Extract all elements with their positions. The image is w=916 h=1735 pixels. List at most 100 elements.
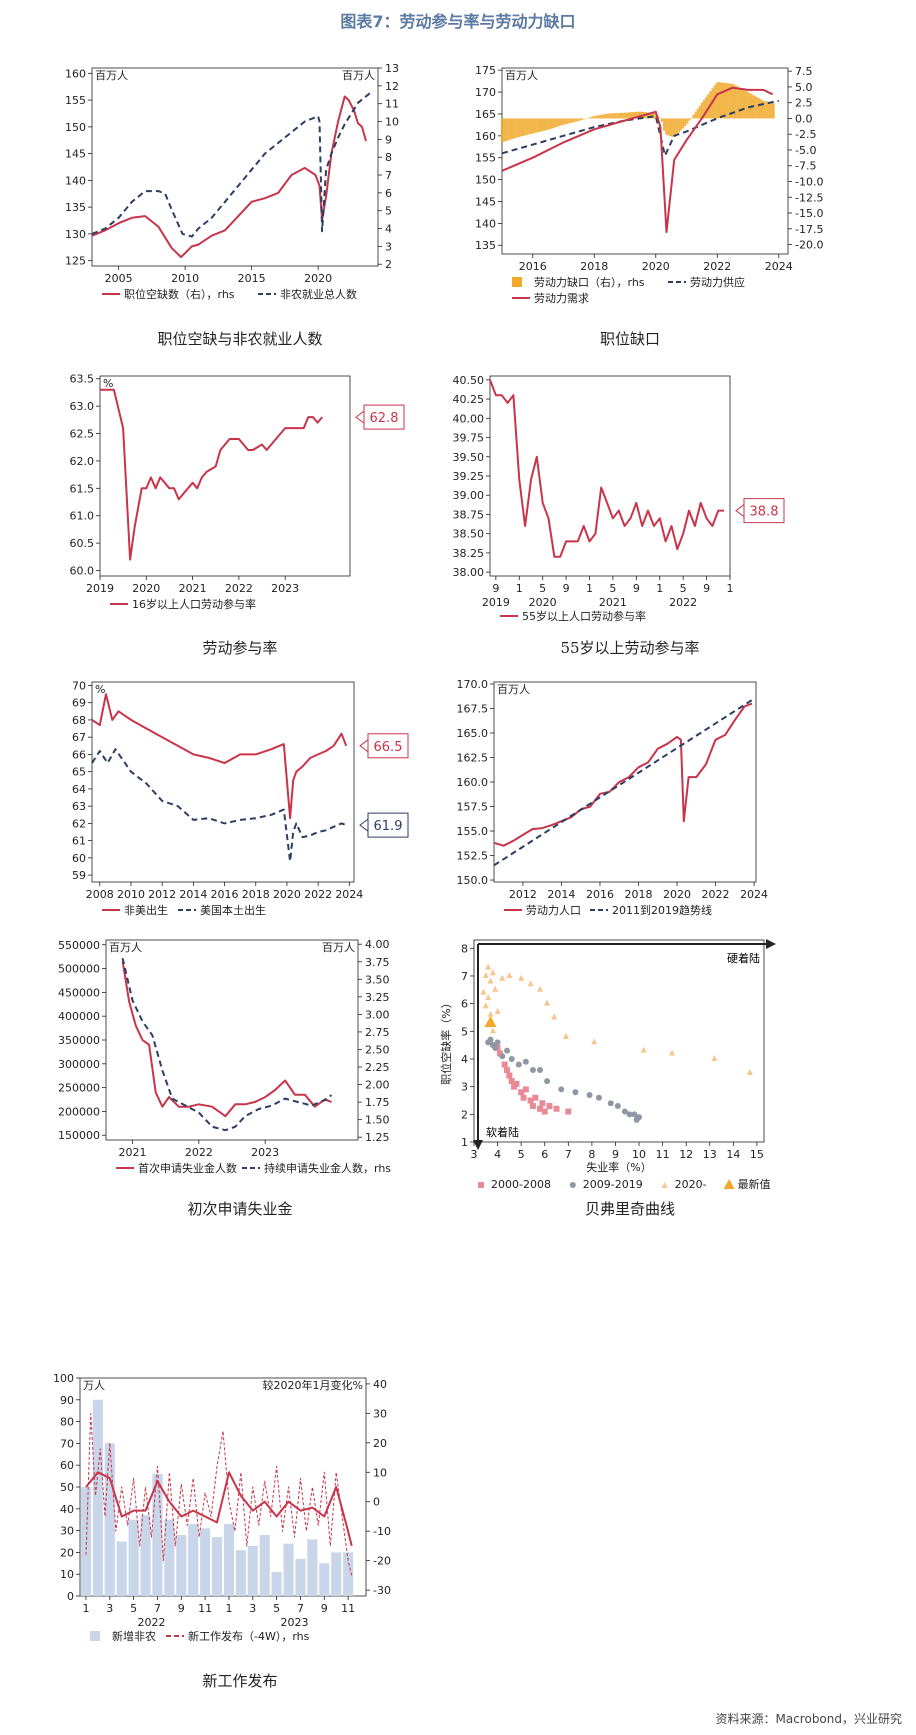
c7-ytick-right-label: 3.50 [365, 973, 390, 986]
c2-bar [543, 118, 546, 131]
caption-c2: 职位缺口 [599, 330, 660, 348]
c2-xtick-label: 2016 [519, 260, 547, 273]
c9-xtick-label: 1 [225, 1602, 232, 1615]
c2-bar [667, 118, 670, 136]
c4-ytick-label: 39.00 [453, 489, 485, 502]
c8-point-2020 [499, 974, 506, 981]
c8-point-2009-2019 [508, 1055, 515, 1062]
c2-legend-label: 劳动力供应 [690, 275, 745, 289]
c4-axes: 38.00 38.25 38.50 38.75 39.00 39.25 39.50 39.75… [453, 374, 734, 609]
c4-ytick-label: 40.00 [453, 412, 485, 425]
c2-bar [625, 112, 628, 119]
c8-point-2000-2008 [546, 1103, 553, 1110]
c2-ytick-label: 160 [475, 130, 496, 143]
c1-ytick-label: 150 [65, 121, 86, 134]
c5-unit-left: % [95, 683, 105, 696]
c8-point-2000-2008 [537, 1105, 544, 1112]
c8-point-latest [484, 1016, 497, 1028]
c2-xtick-label: 2022 [703, 260, 731, 273]
c2-bar [553, 118, 556, 128]
c8-point-2020 [506, 971, 513, 978]
c2-bar [604, 114, 607, 119]
c2-bar [690, 117, 693, 119]
chart-panel-c3: 60.0 60.5 61.0 61.5 62.0 62.5 63.0 63.5 2019 2020… [48, 366, 428, 616]
c5-ytick-label: 65 [72, 766, 86, 779]
c7-ytick-label: 500000 [58, 963, 100, 976]
c6-ytick-label: 155.0 [457, 825, 489, 838]
c9-xyear-label: 2023 [281, 1616, 309, 1629]
c8-legend-label: 最新值 [738, 1177, 771, 1191]
c8-point-2009-2019 [494, 1039, 501, 1046]
c2-bar [538, 118, 541, 132]
c8-xtick-label: 9 [612, 1148, 619, 1161]
c2-legend-label: 劳动力缺口（右），rhs [534, 275, 645, 289]
c2-bar [679, 118, 683, 131]
c5-xtick-label: 2008 [86, 888, 114, 901]
c2-ytick-right-label: -2.5 [795, 128, 816, 141]
c1-ytick-label: 145 [65, 148, 86, 161]
c1-legend-label: 非农就业总人数 [280, 287, 357, 301]
c9-bar [283, 1543, 294, 1596]
c2-ytick-label: 165 [475, 108, 496, 121]
c7-ytick-label: 350000 [58, 1034, 100, 1047]
c7-xtick-label: 2021 [119, 1146, 147, 1159]
c2-bar [681, 118, 685, 129]
c2-bar [597, 115, 600, 119]
c2-bar [707, 93, 710, 119]
c8-plot-frame [473, 939, 765, 1143]
c4-xyear-label: 2022 [669, 596, 697, 609]
c6-ytick-label: 150.0 [457, 874, 489, 887]
c2-bar [521, 118, 525, 136]
c6-axes: 150.0 152.5 155.0 157.5 160.0 162.5 165.0 167.5… [457, 678, 769, 901]
c8-arrow-right-head [766, 939, 776, 949]
c8-xtick-label: 5 [518, 1148, 525, 1161]
chart-c5-svg: 59 60 61 62 63 64 65 66 67 68 69 70 2008 2010 2012 2014… [72, 679, 409, 917]
c2-bar [511, 118, 514, 139]
c2-bar [570, 118, 573, 123]
c2-bar [534, 118, 537, 133]
c9-bar [223, 1524, 235, 1596]
c2-bar [557, 118, 560, 127]
c2-bar [694, 111, 697, 119]
c1-xtick-label: 2020 [304, 272, 332, 285]
c5-ytick-label: 70 [72, 679, 86, 692]
c2-bar [524, 118, 527, 136]
c9-ytick-right-label: 30 [373, 1407, 387, 1420]
c8-point-2020 [537, 985, 544, 992]
c2-bar [648, 112, 651, 119]
c7-series-line-1 [121, 957, 333, 1132]
c7-ytick-label: 250000 [58, 1082, 100, 1095]
c2-bar [764, 101, 767, 119]
c1-ytick-right-label: 6 [385, 187, 392, 200]
c7-ytick-right-label: 2.75 [365, 1026, 390, 1039]
c4-legend-label: 55岁以上人口劳动参与率 [522, 609, 646, 623]
c2-ytick-right-label: -12.5 [795, 191, 823, 204]
c7-legend-label: 持续申请失业金人数，rhs [264, 1161, 391, 1175]
c8-ytick-label: 1 [461, 1136, 468, 1149]
c7-ytick-right-label: 3.25 [365, 991, 390, 1004]
c5-xtick-label: 2012 [148, 888, 176, 901]
c1-ytick-right-label: 3 [385, 240, 392, 253]
chart-panel-c4: 38.00 38.25 38.50 38.75 39.00 39.25 39.50 39.75… [438, 366, 818, 623]
c2-ytick-label: 155 [475, 152, 496, 165]
c1-series-line-1 [91, 91, 372, 238]
c6-legend-label: 2011到2019趋势线 [612, 903, 712, 917]
c6-ytick-label: 167.5 [457, 702, 489, 715]
c2-xtick-label: 2024 [765, 260, 793, 273]
c4-ytick-label: 39.50 [453, 451, 485, 464]
c2-ytick-right-label: 2.5 [795, 97, 813, 110]
caption-c8: 贝弗里奇曲线 [584, 1200, 675, 1218]
caption-c3: 劳动参与率 [202, 639, 278, 657]
c2-bar [515, 118, 518, 138]
c9-unit-left: 万人 [83, 1379, 105, 1392]
c6-series-line-1 [493, 697, 755, 867]
c4-xtick-label: 9 [633, 582, 640, 595]
c8-ytick-label: 8 [461, 942, 468, 955]
c9-bar [247, 1545, 258, 1596]
c3-axes: 60.0 60.5 61.0 61.5 62.0 62.5 63.0 63.5 2019 2020… [70, 373, 351, 595]
c6-ytick-label: 157.5 [457, 801, 489, 814]
c1-ytick-right-label: 11 [385, 98, 399, 111]
c8-point-2000-2008 [565, 1108, 572, 1115]
c9-ytick-label: 90 [60, 1394, 74, 1407]
c7-unit-right: 百万人 [322, 941, 355, 954]
